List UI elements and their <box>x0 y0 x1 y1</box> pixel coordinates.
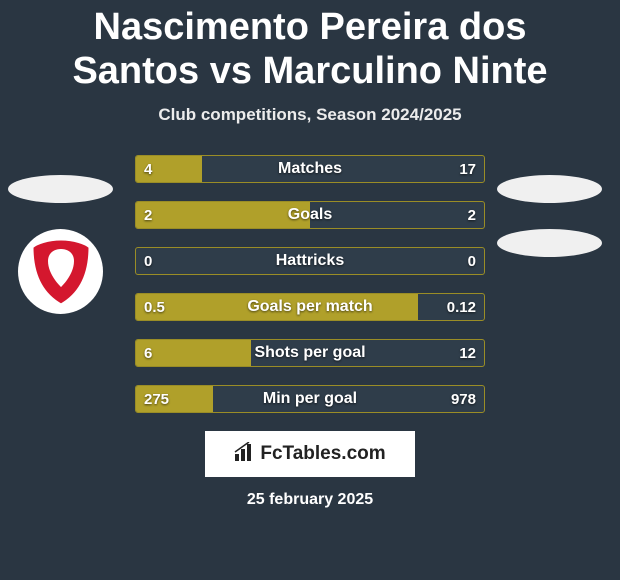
season-subtitle: Club competitions, Season 2024/2025 <box>0 105 620 125</box>
stat-value-right: 0.12 <box>447 294 476 320</box>
brand-label: FcTables.com <box>260 443 385 465</box>
stat-label: Goals <box>136 202 484 228</box>
player-right-photo-1 <box>497 175 602 203</box>
stat-row: 6 Shots per goal 12 <box>135 339 485 367</box>
source-badge: FcTables.com <box>205 431 415 477</box>
player-right-photo-2 <box>497 229 602 257</box>
player-left-photo-2 <box>18 229 103 314</box>
stat-row: 0.5 Goals per match 0.12 <box>135 293 485 321</box>
stat-value-right: 0 <box>468 248 476 274</box>
stat-row: 2 Goals 2 <box>135 201 485 229</box>
stat-label: Matches <box>136 156 484 182</box>
stat-row: 4 Matches 17 <box>135 155 485 183</box>
stat-label: Goals per match <box>136 294 484 320</box>
page-title: Nascimento Pereira dos Santos vs Marculi… <box>0 0 620 97</box>
stats-container: 4 Matches 17 2 Goals 2 0 Hattricks 0 0.5… <box>135 155 485 413</box>
stat-value-right: 2 <box>468 202 476 228</box>
chart-icon <box>234 442 256 467</box>
stat-value-right: 12 <box>459 340 476 366</box>
stat-row: 0 Hattricks 0 <box>135 247 485 275</box>
stat-label: Hattricks <box>136 248 484 274</box>
stat-value-right: 978 <box>451 386 476 412</box>
club-crest-icon <box>18 229 103 314</box>
player-left-photo-1 <box>8 175 113 203</box>
date-label: 25 february 2025 <box>0 491 620 509</box>
stat-row: 275 Min per goal 978 <box>135 385 485 413</box>
stat-label: Shots per goal <box>136 340 484 366</box>
stat-label: Min per goal <box>136 386 484 412</box>
stat-value-right: 17 <box>459 156 476 182</box>
